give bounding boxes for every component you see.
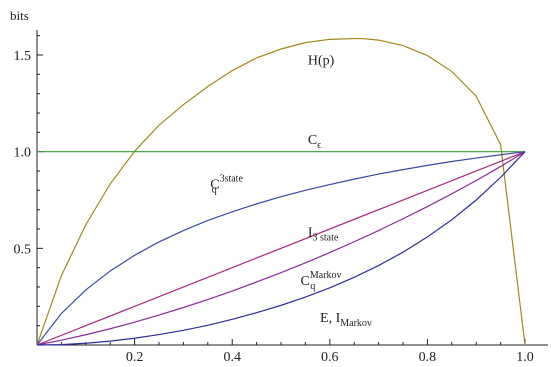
series-line-cq3 [36, 151, 526, 346]
series-line-h [36, 37, 526, 346]
y-tick-label: 1.5 [14, 49, 32, 64]
curve-label-cq3: C3state q [210, 173, 243, 195]
curve-label-cqm: CMarkov q [301, 270, 342, 292]
curve-label-h: H(p) [308, 54, 335, 69]
curve-label-ce: Cϵ [308, 133, 321, 151]
curve-label-i3: I3 state [308, 226, 339, 244]
y-tick-label: 0.5 [14, 242, 32, 257]
x-tick-label: 0.2 [126, 350, 144, 365]
x-tick-label: 0.4 [223, 350, 241, 365]
axes: 0.2 0.4 0.6 0.8 1.0 0.5 1.0 1.5 bits [10, 8, 548, 365]
x-tick-label: 1.0 [516, 350, 534, 365]
series-line-i3 [36, 151, 526, 346]
series-line-e [36, 151, 526, 346]
curve-label-e: E, IMarkov [320, 311, 372, 329]
curve-labels: H(p) Cϵ C3state q I3 state CMarkov q E, IMarkov [210, 54, 372, 329]
series-line-cqm [36, 151, 526, 346]
y-tick-label: 1.0 [14, 146, 32, 161]
y-ticks: 0.5 1.0 1.5 [14, 35, 43, 327]
x-tick-label: 0.8 [419, 350, 437, 365]
x-ticks: 0.2 0.4 0.6 0.8 1.0 [60, 339, 534, 365]
y-axis-title: bits [10, 8, 29, 23]
series-group [36, 37, 526, 346]
x-tick-label: 0.6 [321, 350, 339, 365]
